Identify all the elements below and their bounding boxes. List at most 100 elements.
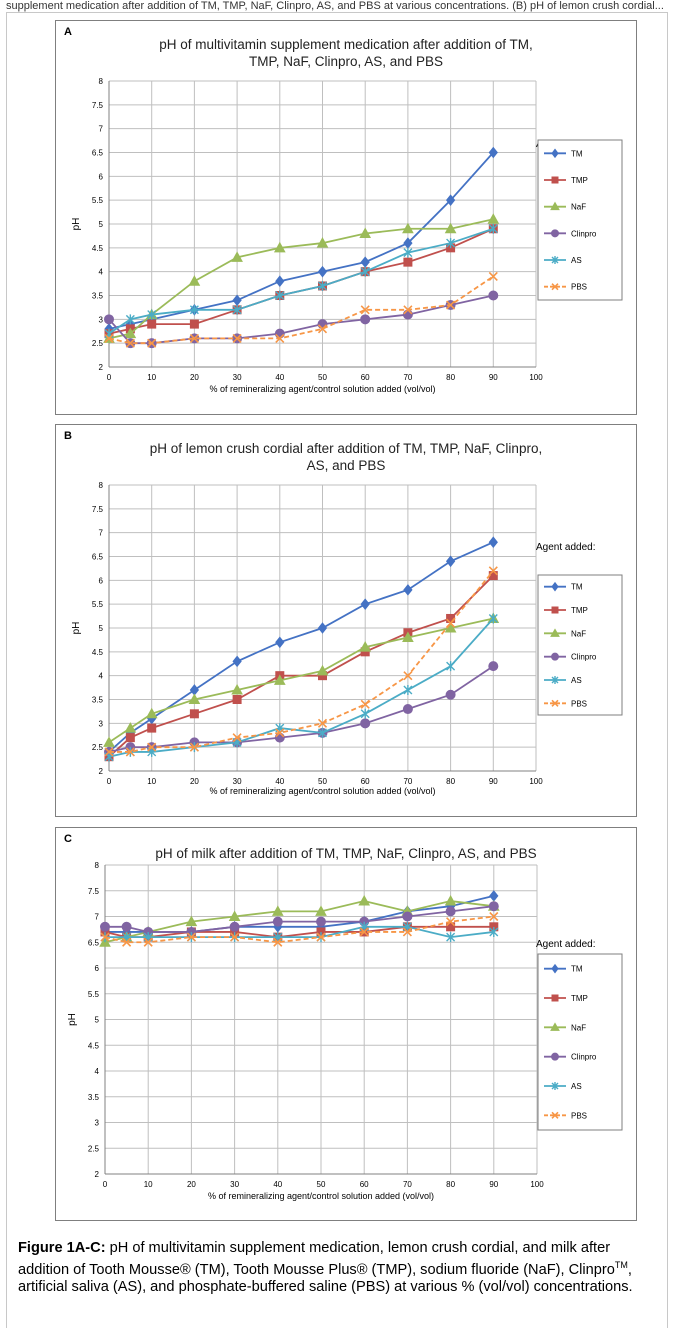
legend-label: NaF bbox=[571, 1023, 586, 1032]
data-point bbox=[360, 598, 370, 610]
y-tick-label: 6.5 bbox=[92, 553, 104, 562]
data-point bbox=[402, 309, 413, 320]
y-tick-label: 2 bbox=[99, 767, 104, 776]
y-tick-label: 5 bbox=[99, 624, 104, 633]
legend-label: TM bbox=[571, 965, 583, 974]
data-point bbox=[125, 338, 135, 348]
series-line bbox=[109, 570, 494, 753]
data-point bbox=[360, 305, 370, 315]
data-point bbox=[446, 661, 456, 672]
data-point bbox=[403, 671, 413, 681]
legend-label: Clinpro bbox=[571, 229, 597, 238]
y-tick-label: 8 bbox=[99, 481, 104, 490]
data-point bbox=[232, 333, 242, 343]
x-tick-label: 20 bbox=[190, 777, 199, 786]
y-tick-label: 6.5 bbox=[88, 938, 100, 947]
y-tick-label: 7 bbox=[95, 913, 100, 922]
data-point bbox=[273, 241, 286, 253]
x-tick-label: 0 bbox=[107, 373, 112, 382]
series-tmp bbox=[104, 224, 498, 339]
data-point bbox=[489, 911, 499, 922]
series-tm bbox=[100, 890, 499, 938]
panel-letter: C bbox=[64, 833, 72, 845]
data-point bbox=[189, 304, 199, 315]
data-point bbox=[359, 927, 369, 937]
data-point bbox=[104, 747, 114, 757]
y-tick-label: 5.5 bbox=[88, 990, 100, 999]
series-pbs bbox=[104, 566, 498, 757]
y-tick-label: 7 bbox=[99, 529, 104, 538]
panel-letter: A bbox=[64, 26, 72, 38]
data-point bbox=[488, 271, 498, 281]
chart-title: TMP, NaF, Clinpro, AS, and PBS bbox=[249, 54, 443, 69]
data-point bbox=[125, 747, 135, 757]
data-point bbox=[231, 251, 243, 262]
legend-marker bbox=[551, 1111, 559, 1119]
y-axis-label: pH bbox=[71, 622, 82, 635]
data-point bbox=[145, 707, 158, 719]
x-tick-label: 30 bbox=[230, 1180, 239, 1189]
data-point bbox=[232, 655, 242, 668]
y-axis-label: pH bbox=[67, 1013, 78, 1026]
data-point bbox=[488, 661, 499, 672]
series-line bbox=[108, 574, 494, 758]
y-tick-label: 7.5 bbox=[88, 887, 100, 896]
data-point bbox=[273, 674, 286, 685]
legend-marker bbox=[551, 1082, 559, 1090]
chart-title: pH of multivitamin supplement medication… bbox=[159, 37, 532, 52]
legend-label: TM bbox=[571, 583, 583, 592]
data-point bbox=[445, 689, 456, 700]
caption-label: Figure 1A-C: bbox=[18, 1240, 106, 1256]
data-point bbox=[121, 921, 132, 932]
data-point bbox=[189, 684, 200, 696]
data-point bbox=[272, 916, 283, 927]
x-tick-label: 30 bbox=[233, 373, 242, 382]
series-pbs bbox=[104, 271, 498, 348]
data-point bbox=[315, 905, 327, 916]
x-tick-label: 20 bbox=[187, 1180, 196, 1189]
data-point bbox=[189, 709, 199, 719]
data-point bbox=[316, 237, 329, 248]
data-point bbox=[189, 319, 199, 329]
y-tick-label: 7.5 bbox=[92, 505, 104, 514]
y-tick-label: 2.5 bbox=[92, 339, 104, 348]
data-point bbox=[318, 727, 327, 738]
data-point bbox=[488, 536, 498, 549]
data-point bbox=[360, 699, 370, 709]
data-point bbox=[360, 266, 370, 277]
data-point bbox=[318, 280, 327, 291]
legend-marker bbox=[551, 148, 559, 159]
data-point bbox=[274, 328, 285, 339]
data-point bbox=[317, 265, 328, 278]
x-tick-label: 70 bbox=[403, 373, 412, 382]
x-tick-label: 70 bbox=[403, 777, 412, 786]
data-point bbox=[360, 718, 371, 729]
y-tick-label: 3.5 bbox=[92, 292, 104, 301]
data-point bbox=[231, 683, 243, 695]
caption-text: pH of multivitamin supplement medication… bbox=[18, 1240, 615, 1278]
legend-box bbox=[537, 574, 623, 716]
data-point bbox=[360, 256, 370, 268]
data-point bbox=[232, 695, 242, 704]
y-tick-label: 4 bbox=[95, 1067, 100, 1076]
y-tick-label: 5.5 bbox=[92, 600, 104, 609]
x-axis-label: % of remineralizing agent/control soluti… bbox=[208, 1191, 434, 1201]
data-point bbox=[271, 905, 284, 916]
legend-marker bbox=[551, 256, 559, 264]
data-point bbox=[402, 927, 412, 937]
series-line bbox=[108, 541, 494, 753]
data-point bbox=[317, 718, 328, 728]
x-tick-label: 80 bbox=[446, 777, 455, 786]
legend-label: NaF bbox=[571, 629, 586, 638]
data-point bbox=[403, 257, 413, 267]
legend-marker bbox=[551, 581, 559, 592]
legend-box bbox=[537, 953, 623, 1131]
legend-marker bbox=[551, 699, 559, 707]
data-point bbox=[104, 314, 114, 325]
legend-marker bbox=[550, 201, 560, 211]
data-point bbox=[402, 704, 413, 715]
data-point bbox=[189, 333, 199, 343]
chart-title: pH of lemon crush cordial after addition… bbox=[150, 441, 542, 456]
y-tick-label: 2.5 bbox=[92, 743, 104, 752]
